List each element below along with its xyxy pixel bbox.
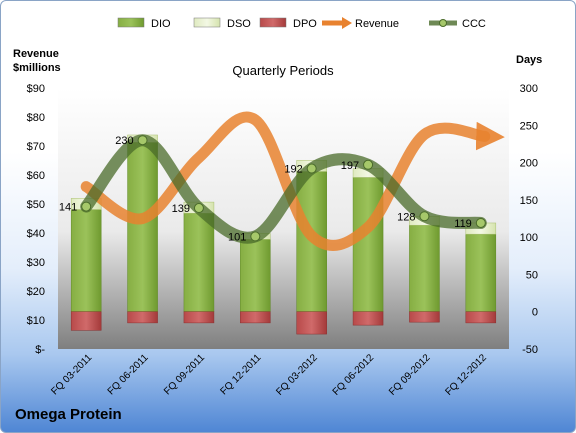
category-label: FQ 06-2012	[331, 352, 377, 398]
dpo-bar	[409, 311, 440, 323]
ccc-point	[475, 217, 486, 228]
category-label: FQ 09-2011	[162, 352, 207, 397]
dpo-bar	[240, 311, 271, 324]
legend-label: DPO	[293, 18, 317, 30]
right-tick-label: 0	[532, 307, 538, 319]
category-label: FQ 09-2012	[387, 352, 433, 398]
left-tick-label: $-	[35, 344, 45, 356]
legend-arrow	[342, 17, 352, 29]
ccc-data-label: 141	[59, 202, 77, 214]
dio-bar	[409, 224, 440, 312]
category-label: FQ 06-2011	[106, 352, 151, 397]
right-tick-label: 200	[520, 158, 538, 170]
dio-bar	[127, 142, 158, 312]
chart-title: Quarterly Periods	[232, 63, 334, 78]
ccc-point	[306, 163, 317, 174]
dpo-bar	[465, 311, 497, 324]
right-tick-label: 250	[520, 120, 538, 132]
dio-bar	[183, 213, 215, 312]
dio-bar	[240, 239, 271, 312]
ccc-data-label: 128	[397, 211, 415, 223]
left-tick-label: $20	[27, 286, 45, 298]
dpo-bar	[70, 311, 102, 331]
ccc-point	[363, 159, 374, 170]
ccc-data-label: 101	[228, 231, 246, 243]
ccc-point	[81, 201, 92, 212]
ccc-point	[419, 211, 430, 222]
left-tick-label: $10	[27, 315, 45, 327]
right-axis-label: Days	[516, 54, 542, 66]
legend-label: DIO	[151, 18, 171, 30]
dpo-bar	[183, 311, 215, 324]
ccc-point	[250, 231, 261, 242]
company-name: Omega Protein	[15, 406, 122, 423]
legend-label: DSO	[227, 18, 251, 30]
left-tick-label: $60	[27, 170, 45, 182]
ccc-data-label: 119	[454, 218, 472, 230]
left-tick-label: $40	[27, 228, 45, 240]
right-tick-label: 150	[520, 195, 538, 207]
dpo-bar	[352, 311, 384, 326]
category-label: FQ 03-2012	[274, 352, 320, 398]
legend-marker	[439, 19, 447, 27]
revenue-line	[80, 111, 505, 251]
right-tick-label: -50	[522, 344, 538, 356]
ccc-data-label: 139	[172, 203, 190, 215]
left-axis-label: Revenue $millions	[13, 48, 61, 74]
legend-label: Revenue	[355, 18, 399, 30]
legend-swatch	[259, 17, 287, 28]
lines-layer: 141 230 139 101 192 197 128 119	[59, 111, 505, 251]
left-tick-label: $80	[27, 112, 45, 124]
ccc-point	[137, 135, 148, 146]
ccc-point	[193, 203, 204, 214]
dio-bar	[352, 177, 384, 312]
category-label: FQ 12-2011	[218, 352, 263, 397]
right-tick-label: 50	[526, 269, 538, 281]
left-tick-label: $70	[27, 141, 45, 153]
legend-swatch	[193, 17, 221, 28]
legend-swatch	[117, 17, 145, 28]
ccc-data-label: 230	[115, 135, 133, 147]
legend-label: CCC	[462, 18, 486, 30]
category-label: FQ 12-2012	[443, 352, 489, 398]
dio-bar	[465, 233, 497, 312]
dpo-bar	[127, 311, 158, 324]
legend: DIO DSO DPO Revenue CCC	[117, 17, 486, 30]
right-tick-label: 100	[520, 232, 538, 244]
dpo-bar	[296, 311, 327, 335]
ccc-data-label: 192	[284, 164, 302, 176]
ccc-data-label: 197	[341, 160, 359, 172]
left-tick-label: $50	[27, 199, 45, 211]
bars-layer	[70, 134, 497, 335]
left-tick-label: $30	[27, 257, 45, 269]
right-tick-label: 300	[520, 83, 538, 95]
category-label: FQ 03-2011	[49, 352, 94, 397]
dio-bar	[70, 209, 102, 312]
left-tick-label: $90	[27, 83, 45, 95]
